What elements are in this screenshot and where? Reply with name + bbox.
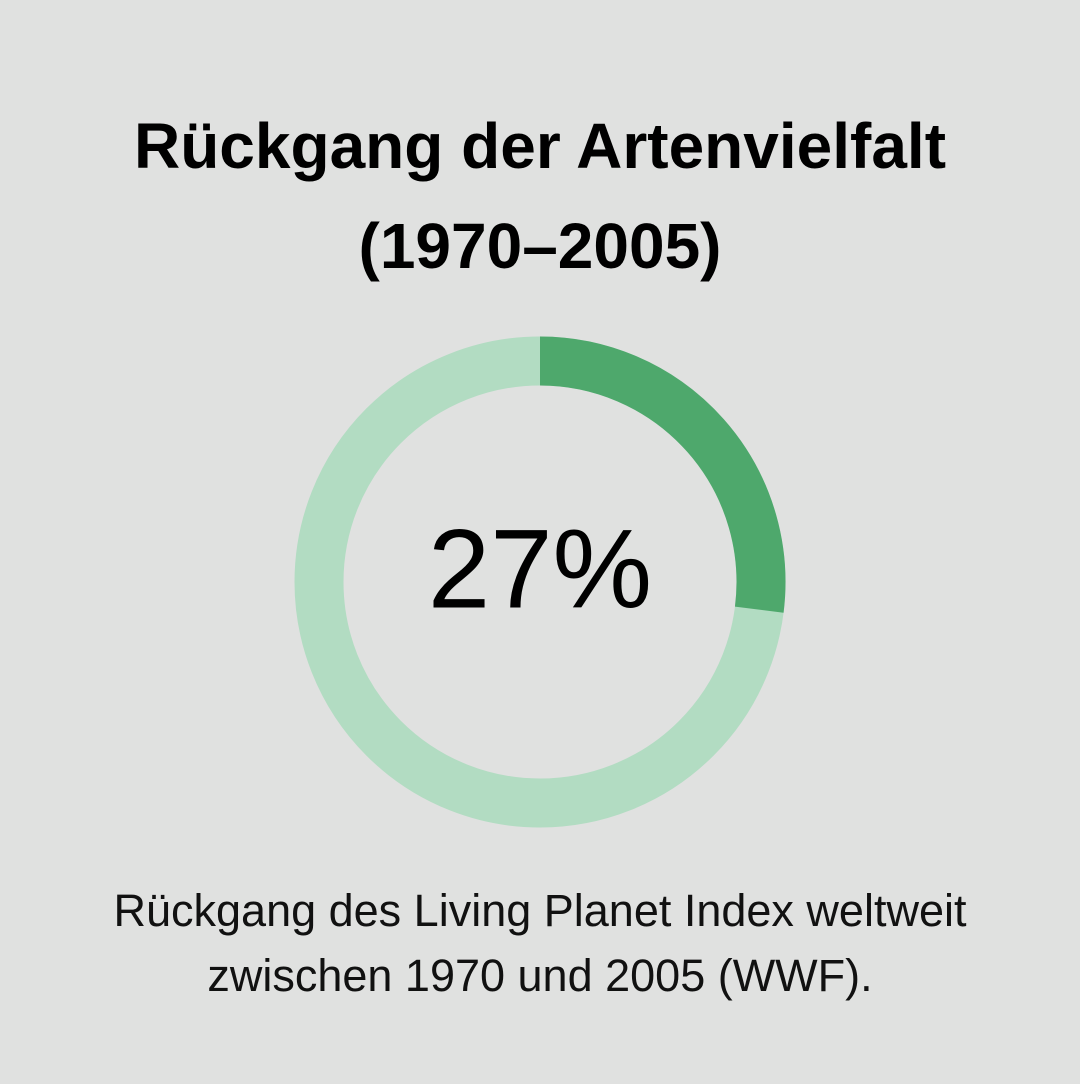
chart-title: Rückgang der Artenvielfalt (1970–2005) [133, 110, 947, 282]
center-value-label: 27% [428, 507, 652, 632]
caption: Rückgang des Living Planet Index weltwei… [113, 885, 967, 1001]
donut-segment [539, 336, 786, 613]
